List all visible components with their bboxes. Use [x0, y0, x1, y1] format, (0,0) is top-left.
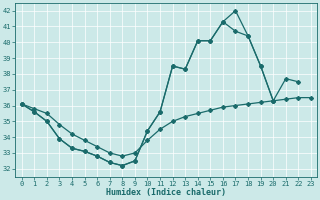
X-axis label: Humidex (Indice chaleur): Humidex (Indice chaleur): [106, 188, 226, 197]
